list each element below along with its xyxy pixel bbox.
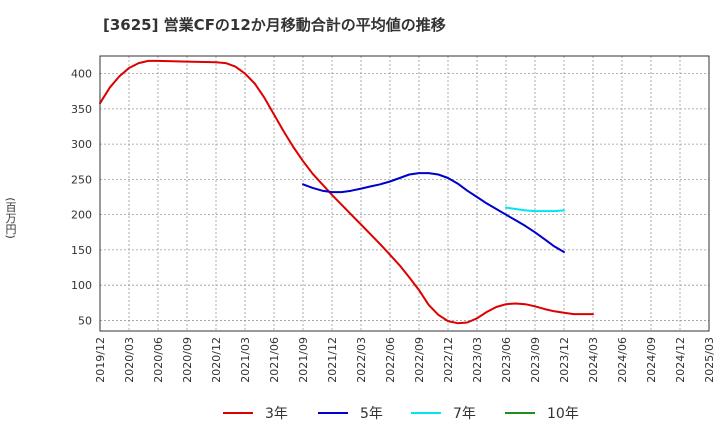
x-tick-label: 2021/09 [297,337,310,383]
series-line-2 [505,206,565,213]
x-tick-label: 2023/09 [529,337,542,383]
x-tick-label: 2020/12 [210,337,223,383]
legend-label-3: 10年 [547,406,579,422]
x-tick-label: 2024/06 [616,337,629,383]
x-tick-label: 2024/09 [645,337,658,383]
x-tick-label: 2022/12 [442,337,455,383]
series-line-1 [302,172,565,253]
chart-title: [3625] 営業CFの12か月移動合計の平均値の推移 [103,16,446,34]
legend-label-1: 5年 [360,406,383,422]
x-tick-label: 2025/03 [703,337,716,383]
x-tick-label: 2022/03 [355,337,368,383]
x-tick-label: 2020/06 [152,337,165,383]
x-tick-label: 2021/03 [239,337,252,383]
y-tick-label: 250 [71,173,92,186]
x-tick-label: 2023/03 [471,337,484,383]
x-tick-label: 2023/12 [558,337,571,383]
y-tick-label: 350 [71,103,92,116]
x-tick-label: 2024/03 [587,337,600,383]
x-tick-label: 2019/12 [94,337,107,383]
y-tick-label: 50 [78,314,92,327]
x-tick-label: 2020/09 [181,337,194,383]
y-tick-label: 150 [71,244,92,257]
y-tick-label: 100 [71,279,92,292]
series-layer [99,59,594,325]
series-line-0 [99,59,594,325]
y-tick-label: 300 [71,138,92,151]
x-tick-label: 2023/06 [500,337,513,383]
x-tick-label: 2020/03 [123,337,136,383]
y-tick-label: 200 [71,209,92,222]
x-tick-label: 2022/09 [413,337,426,383]
plot-frame [99,55,710,332]
y-tick-labels: 50 100 150 200 250 300 350 400 [71,68,92,328]
legend-label-0: 3年 [265,406,288,422]
y-tick-label: 400 [71,68,92,81]
y-axis-unit-label: (百万円) [4,197,17,239]
x-tick-label: 2021/12 [326,337,339,383]
grid-layer [99,56,710,331]
x-tick-label: 2024/12 [674,337,687,383]
legend-label-2: 7年 [453,406,476,422]
legend: 3年 5年 7年 10年 [223,406,579,422]
x-tick-label: 2021/06 [268,337,281,383]
x-tick-labels: 2019/12 2020/03 2020/06 2020/09 2020/12 2021/… [94,337,716,383]
x-tick-label: 2022/06 [384,337,397,383]
